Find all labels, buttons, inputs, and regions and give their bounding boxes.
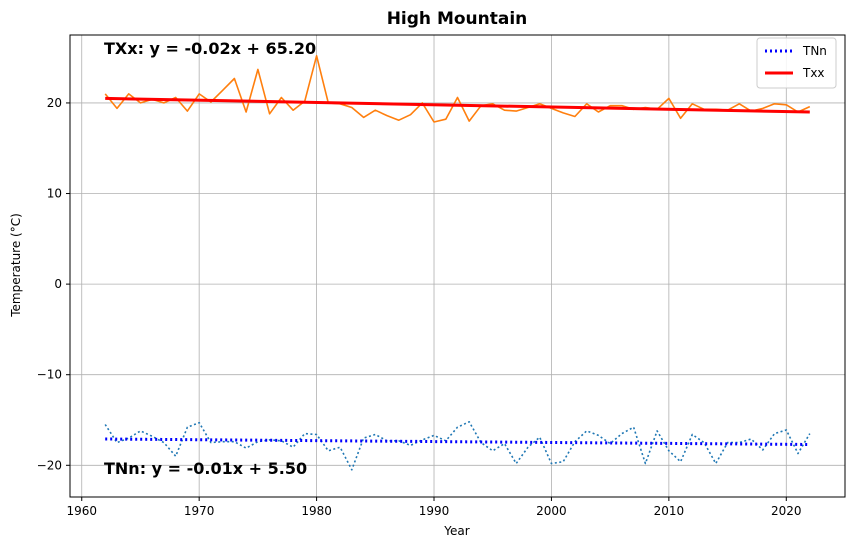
ticks: 1960 1970 1980 1990 2000 2010 2020 −20 −10 0 10 20 <box>37 96 802 518</box>
legend-label-tnn: TNn <box>802 44 827 58</box>
y-tick-label: −20 <box>37 458 62 472</box>
y-tick-label: 20 <box>47 96 62 110</box>
x-tick-label: 1990 <box>419 504 450 518</box>
plot-frame <box>69 34 846 498</box>
x-axis-label: Year <box>443 524 469 538</box>
y-tick-label: −10 <box>37 368 62 382</box>
legend: TNn Txx <box>756 37 837 89</box>
chart-title: High Mountain <box>387 9 528 29</box>
trend-line-txx-trend <box>105 96 810 114</box>
series-line-txx <box>104 54 811 123</box>
x-tick-label: 1980 <box>301 504 332 518</box>
tnn-equation-annotation: TNn: y = -0.01x + 5.50 <box>104 459 307 478</box>
series-layer <box>104 54 811 471</box>
y-tick-label: 10 <box>47 187 62 201</box>
x-tick-label: 1960 <box>66 504 97 518</box>
txx-equation-annotation: TXx: y = -0.02x + 65.20 <box>104 39 316 58</box>
x-tick-label: 1970 <box>184 504 215 518</box>
x-tick-label: 2020 <box>771 504 802 518</box>
x-tick-label: 2010 <box>654 504 685 518</box>
x-tick-label: 2000 <box>536 504 567 518</box>
grid <box>70 35 845 497</box>
y-tick-label: 0 <box>54 277 62 291</box>
legend-label-txx: Txx <box>802 66 825 80</box>
y-axis-label: Temperature (°C) <box>9 213 23 318</box>
series-line-tnn <box>104 420 811 471</box>
